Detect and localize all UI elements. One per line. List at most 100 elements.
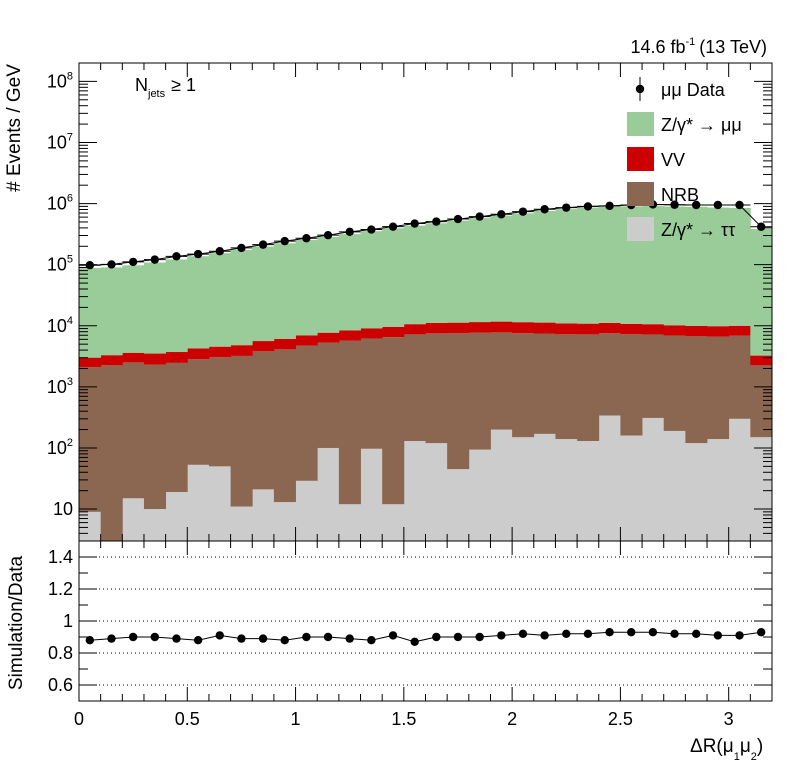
bar-z_mumu-13 xyxy=(360,231,383,329)
data-point-1 xyxy=(107,260,116,269)
bar-z_tautau-8 xyxy=(252,489,275,541)
data-point-7 xyxy=(237,243,246,253)
bar-z_mumu-1 xyxy=(100,267,123,356)
ratio-point-7 xyxy=(237,634,246,643)
bar-nrb-1 xyxy=(100,365,123,541)
data-point-27 xyxy=(670,200,679,209)
data-point-11 xyxy=(323,230,333,240)
ratio-point-2 xyxy=(128,632,138,642)
data-point-2 xyxy=(128,257,138,267)
bar-nrb-24 xyxy=(598,333,621,416)
data-point-5 xyxy=(193,249,203,259)
selection-subscript: jets xyxy=(147,88,166,100)
xtick-label: 2 xyxy=(507,709,517,729)
bar-vv-13 xyxy=(360,328,383,339)
selection-suffix: ≥ 1 xyxy=(171,75,196,95)
bar-nrb-7 xyxy=(230,355,253,507)
bar-z_tautau-11 xyxy=(317,447,340,541)
bar-z_mumu-14 xyxy=(382,228,405,327)
bar-nrb-3 xyxy=(143,364,167,510)
ratio-frame xyxy=(78,540,773,702)
ratio-line xyxy=(89,631,762,643)
ratio-point-23 xyxy=(583,629,593,638)
main-ytick-label: 106 xyxy=(47,193,73,214)
bar-z_mumu-24 xyxy=(598,206,621,323)
bar-nrb-27 xyxy=(663,335,686,431)
bar-vv-24 xyxy=(598,322,621,334)
bar-vv-14 xyxy=(382,326,405,338)
main-ytick-label: 103 xyxy=(47,376,73,397)
bar-z_tautau-20 xyxy=(512,437,535,541)
bar-nrb-31 xyxy=(750,365,772,438)
data-point-17 xyxy=(453,214,463,224)
bar-z_mumu-10 xyxy=(295,240,318,336)
ytick-base: 10 xyxy=(47,194,67,214)
bar-nrb-30 xyxy=(728,335,751,419)
bar-z_tautau-15 xyxy=(403,440,426,541)
legend-label-3: NRB xyxy=(661,185,699,205)
bar-z_tautau-10 xyxy=(295,480,318,541)
legend-swatch-nrb xyxy=(627,182,654,206)
bar-z_tautau-12 xyxy=(338,504,361,541)
bar-vv-12 xyxy=(338,330,361,341)
bar-nrb-4 xyxy=(165,362,188,493)
ratio-point-6 xyxy=(215,631,224,640)
bar-z_mumu-17 xyxy=(447,220,470,323)
bar-nrb-19 xyxy=(490,332,513,430)
bar-vv-15 xyxy=(403,324,426,335)
bar-nrb-15 xyxy=(403,334,426,441)
x-axis-label: ΔR(μ1μ2) xyxy=(690,736,763,763)
bar-nrb-25 xyxy=(620,334,643,436)
ratio-point-27 xyxy=(670,629,679,638)
ratio-point-21 xyxy=(540,631,549,640)
bar-z_tautau-7 xyxy=(230,506,253,541)
bar-vv-18 xyxy=(468,322,491,333)
bar-z_mumu-6 xyxy=(208,253,231,347)
bar-z_mumu-11 xyxy=(317,236,340,333)
ratio-point-14 xyxy=(388,631,398,640)
data-point-28 xyxy=(692,200,701,210)
bar-vv-16 xyxy=(425,322,448,334)
bar-vv-2 xyxy=(122,352,145,363)
xtick-label: 1 xyxy=(291,709,301,729)
ratio-plot: 0.6 0.8 1 1.2 1.4 0 0.5 1 1.5 2 2.5 3 xyxy=(48,540,773,729)
ratio-point-31 xyxy=(756,628,766,637)
data-point-22 xyxy=(562,203,571,212)
data-point-20 xyxy=(518,207,528,216)
bar-z_mumu-12 xyxy=(338,234,361,331)
bar-z_mumu-23 xyxy=(577,207,600,324)
bar-nrb-28 xyxy=(685,336,708,444)
x-axis-label-sub1: 1 xyxy=(734,751,740,763)
bar-z_tautau-13 xyxy=(360,448,383,541)
lumi-label: 14.6 fb-1 (13 TeV) xyxy=(630,36,767,57)
xtick-label: 0 xyxy=(74,709,84,729)
ytick-base: 10 xyxy=(47,71,67,91)
bar-z_tautau-3 xyxy=(143,509,167,541)
bar-z_tautau-4 xyxy=(165,492,188,541)
bar-vv-31 xyxy=(750,355,772,366)
legend-label-2: VV xyxy=(661,150,685,170)
data-point-10 xyxy=(302,234,311,243)
data-point-13 xyxy=(367,225,376,234)
bar-vv-7 xyxy=(230,345,253,356)
bar-z_tautau-22 xyxy=(555,439,578,541)
legend-label-1: Z/γ* → μμ xyxy=(661,115,742,135)
ytick-base: 10 xyxy=(47,255,67,275)
ratio-point-15 xyxy=(410,637,419,646)
ratio-point-17 xyxy=(453,632,463,642)
legend-label-4: Z/γ* → ττ xyxy=(661,220,735,240)
data-point-18 xyxy=(475,212,484,221)
ratio-ytick-label: 1.4 xyxy=(48,547,73,567)
bar-nrb-9 xyxy=(273,349,296,503)
stack-bars xyxy=(79,206,772,541)
ratio-point-11 xyxy=(323,632,333,642)
data-point-6 xyxy=(215,247,224,256)
bar-vv-19 xyxy=(490,321,513,333)
bar-nrb-29 xyxy=(707,336,730,440)
bar-vv-6 xyxy=(208,346,231,358)
selection-label: Njets ≥ 1 xyxy=(135,75,196,100)
bar-z_tautau-18 xyxy=(468,449,491,541)
bar-vv-11 xyxy=(317,332,340,343)
bar-z_mumu-31 xyxy=(750,229,772,356)
